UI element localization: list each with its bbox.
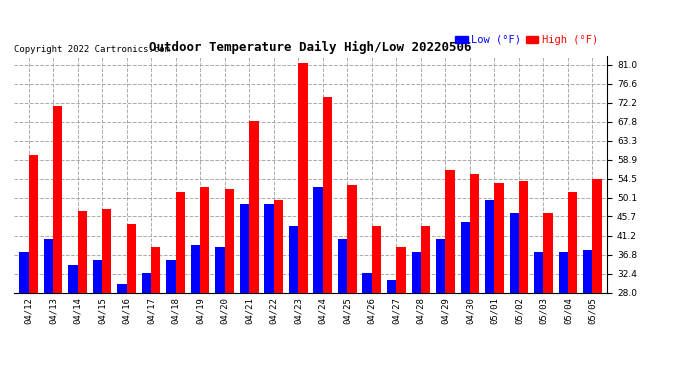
Bar <box>347 185 357 292</box>
Bar <box>495 183 504 292</box>
Bar <box>519 181 529 292</box>
Bar <box>53 106 62 292</box>
Bar <box>289 226 298 292</box>
Bar <box>19 252 28 292</box>
Title: Outdoor Temperature Daily High/Low 20220506: Outdoor Temperature Daily High/Low 20220… <box>149 40 472 54</box>
Bar <box>568 192 578 292</box>
Bar <box>510 213 519 292</box>
Bar <box>313 187 323 292</box>
Bar <box>117 284 126 292</box>
Bar <box>534 252 544 292</box>
Bar <box>445 170 455 292</box>
Bar <box>323 97 332 292</box>
Bar <box>151 248 161 292</box>
Bar <box>142 273 151 292</box>
Bar <box>68 265 77 292</box>
Bar <box>215 248 225 292</box>
Bar <box>225 189 234 292</box>
Bar <box>264 204 274 292</box>
Bar <box>593 178 602 292</box>
Bar <box>387 280 396 292</box>
Bar <box>298 63 308 292</box>
Bar <box>544 213 553 292</box>
Bar <box>240 204 249 292</box>
Bar <box>372 226 381 292</box>
Bar <box>559 252 568 292</box>
Bar <box>421 226 430 292</box>
Bar <box>583 249 593 292</box>
Bar <box>460 222 470 292</box>
Text: Copyright 2022 Cartronics.com: Copyright 2022 Cartronics.com <box>14 45 170 54</box>
Bar <box>126 224 136 292</box>
Bar <box>411 252 421 292</box>
Bar <box>249 121 259 292</box>
Bar <box>28 155 38 292</box>
Bar <box>200 187 210 292</box>
Bar <box>77 211 87 292</box>
Bar <box>338 239 347 292</box>
Bar <box>362 273 372 292</box>
Bar <box>166 260 176 292</box>
Bar <box>274 200 283 292</box>
Bar <box>92 260 102 292</box>
Bar <box>191 245 200 292</box>
Bar <box>396 248 406 292</box>
Legend: Low (°F), High (°F): Low (°F), High (°F) <box>451 31 602 49</box>
Bar <box>485 200 495 292</box>
Bar <box>43 239 53 292</box>
Bar <box>176 192 185 292</box>
Bar <box>102 209 111 292</box>
Bar <box>436 239 445 292</box>
Bar <box>470 174 479 292</box>
